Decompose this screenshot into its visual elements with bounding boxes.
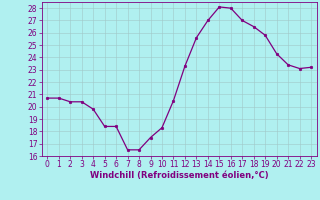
X-axis label: Windchill (Refroidissement éolien,°C): Windchill (Refroidissement éolien,°C) — [90, 171, 268, 180]
